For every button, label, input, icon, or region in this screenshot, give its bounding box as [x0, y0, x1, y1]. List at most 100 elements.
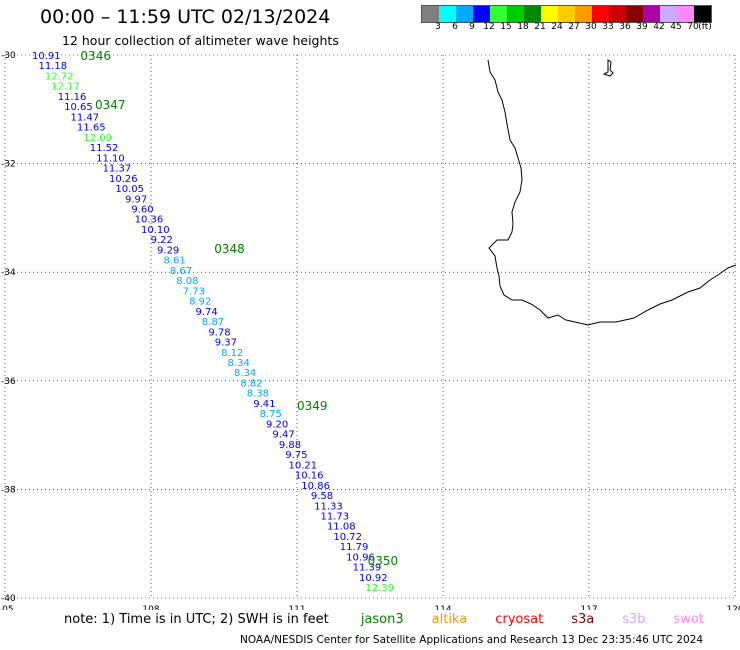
colorbar-swatch: [541, 6, 558, 22]
colorbar-tick-label: 6: [452, 22, 458, 32]
wave-height-label: 11.33: [314, 501, 343, 512]
wave-height-label: 8.38: [247, 389, 269, 400]
wave-height-values: 10.9111.1812.7212.1711.1610.6511.4711.65…: [32, 51, 394, 594]
pass-time-labels: 0346 0347 0348 0349 0350: [80, 49, 398, 568]
wave-height-label: 9.74: [196, 307, 218, 318]
wave-height-label: 12.39: [365, 583, 394, 594]
wave-height-label: 11.08: [327, 522, 356, 533]
wave-height-label: 11.65: [77, 123, 106, 134]
wave-height-label: 8.75: [260, 409, 282, 420]
wave-height-label: 9.78: [208, 327, 230, 338]
colorbar-tick-label: 70: [687, 22, 699, 32]
satellite-legend-item: s3a: [571, 612, 595, 627]
wave-height-label: 9.60: [131, 205, 153, 216]
wave-height-label: 9.20: [266, 419, 288, 430]
map-subtitle: 12 hour collection of altimeter wave hei…: [62, 33, 339, 48]
satellite-legend-item: cryosat: [495, 612, 544, 627]
colorbar-tick-label: 12: [483, 22, 495, 32]
lat-tick-label: -34: [1, 268, 16, 278]
pass-time-label: 0347: [95, 98, 126, 112]
wave-height-label: 10.05: [115, 184, 144, 195]
colorbar-swatch: [660, 6, 677, 22]
wave-height-label: 9.37: [215, 338, 237, 349]
colorbar-swatch: [473, 6, 490, 22]
axis-labels: 105 108 111 114 117 120 -30 -32 -34 -36 -38 -40: [0, 51, 740, 610]
wave-height-label: 10.21: [288, 460, 317, 471]
wave-height-label: 9.41: [253, 399, 275, 410]
colorbar-labels: 3 6 9 12 15 18 21 24 27 30 33 36 39 42 45 70 (ft): [421, 22, 736, 34]
colorbar-tick-label: 27: [568, 22, 580, 32]
wave-height-label: 9.47: [272, 430, 294, 441]
wave-height-label: 9.22: [151, 235, 173, 246]
wave-height-label: 8.08: [176, 276, 198, 287]
wave-height-label: 10.91: [32, 51, 61, 62]
wave-height-label: 9.97: [125, 194, 147, 205]
colorbar-tick-label: 3: [435, 22, 441, 32]
wave-height-label: 10.96: [346, 552, 375, 563]
wave-height-label: 8.34: [228, 358, 250, 369]
colorbar-tick-label: 18: [517, 22, 529, 32]
wave-height-label: 12.72: [45, 71, 74, 82]
colorbar-tick-label: 36: [619, 22, 631, 32]
satellite-legend-item: swot: [673, 612, 704, 627]
colorbar-swatch: [439, 6, 456, 22]
colorbar-tick-label: 33: [602, 22, 614, 32]
notes-line: note: 1) Time is in UTC; 2) SWH is in fe…: [64, 612, 704, 627]
wave-height-label: 8.82: [240, 378, 262, 389]
wave-height-label: 10.65: [64, 102, 93, 113]
wave-height-label: 12.09: [83, 133, 112, 144]
island-icon: [602, 59, 614, 77]
wave-height-label: 10.26: [109, 174, 138, 185]
colorbar-tick-label: 24: [551, 22, 563, 32]
wave-height-label: 8.12: [221, 348, 243, 359]
wave-height-label: 11.37: [103, 164, 132, 175]
satellite-legend-item: altika: [431, 612, 468, 627]
wave-height-label: 8.92: [189, 297, 211, 308]
wave-height-label: 10.36: [135, 215, 164, 226]
colorbar-swatch: [456, 6, 473, 22]
credit-line: NOAA/NESDIS Center for Satellite Applica…: [240, 634, 704, 646]
wave-height-label: 11.79: [340, 542, 369, 553]
wave-height-label: 10.16: [295, 471, 324, 482]
lon-tick-label: 111: [288, 605, 305, 610]
colorbar-swatch: [643, 6, 660, 22]
colorbar-tick-label: 42: [653, 22, 665, 32]
colorbar-tick-label: 45: [670, 22, 682, 32]
wave-height-label: 10.72: [333, 532, 362, 543]
wave-height-label: 11.10: [96, 153, 125, 164]
colorbar-tick-label: 21: [534, 22, 546, 32]
colorbar-swatch: [422, 6, 439, 22]
lat-tick-label: -40: [1, 594, 16, 604]
wave-height-label: 10.92: [359, 573, 388, 584]
colorbar: [421, 5, 712, 23]
colorbar-tick-label: 15: [500, 22, 512, 32]
wave-height-label: 9.58: [311, 491, 333, 502]
colorbar-swatch: [507, 6, 524, 22]
pass-time-label: 0349: [297, 399, 328, 413]
wave-height-label: 11.16: [58, 92, 87, 103]
colorbar-swatch: [524, 6, 541, 22]
lon-tick-label: 117: [580, 605, 597, 610]
wave-height-label: 10.10: [141, 225, 170, 236]
wave-height-label: 11.73: [321, 512, 350, 523]
wave-height-label: 8.61: [163, 256, 185, 267]
satellite-legend-item: jason3: [360, 612, 404, 627]
wave-height-label: 12.17: [51, 82, 80, 93]
colorbar-swatch: [490, 6, 507, 22]
wave-height-label: 9.88: [279, 440, 301, 451]
satellite-legend: jason3 altika cryosat s3a s3b swot: [333, 612, 704, 627]
colorbar-tick-label: (ft): [698, 22, 712, 32]
wave-height-label: 9.29: [157, 245, 179, 256]
wave-height-label: 8.34: [234, 368, 256, 379]
lon-tick-label: 114: [434, 605, 451, 610]
map-plot: 105 108 111 114 117 120 -30 -32 -34 -36 -38 -40 10.…: [0, 49, 740, 610]
lat-tick-label: -32: [1, 160, 16, 170]
coastline-icon: [487, 59, 737, 326]
wave-height-label: 8.87: [202, 317, 224, 328]
wave-height-label: 8.67: [170, 266, 192, 277]
wave-height-label: 10.86: [301, 481, 330, 492]
colorbar-swatch: [558, 6, 575, 22]
colorbar-tick-label: 30: [585, 22, 597, 32]
wave-height-label: 11.47: [71, 112, 100, 123]
colorbar-swatch: [677, 6, 694, 22]
